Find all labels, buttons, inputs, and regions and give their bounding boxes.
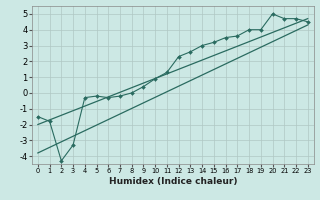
X-axis label: Humidex (Indice chaleur): Humidex (Indice chaleur)	[108, 177, 237, 186]
